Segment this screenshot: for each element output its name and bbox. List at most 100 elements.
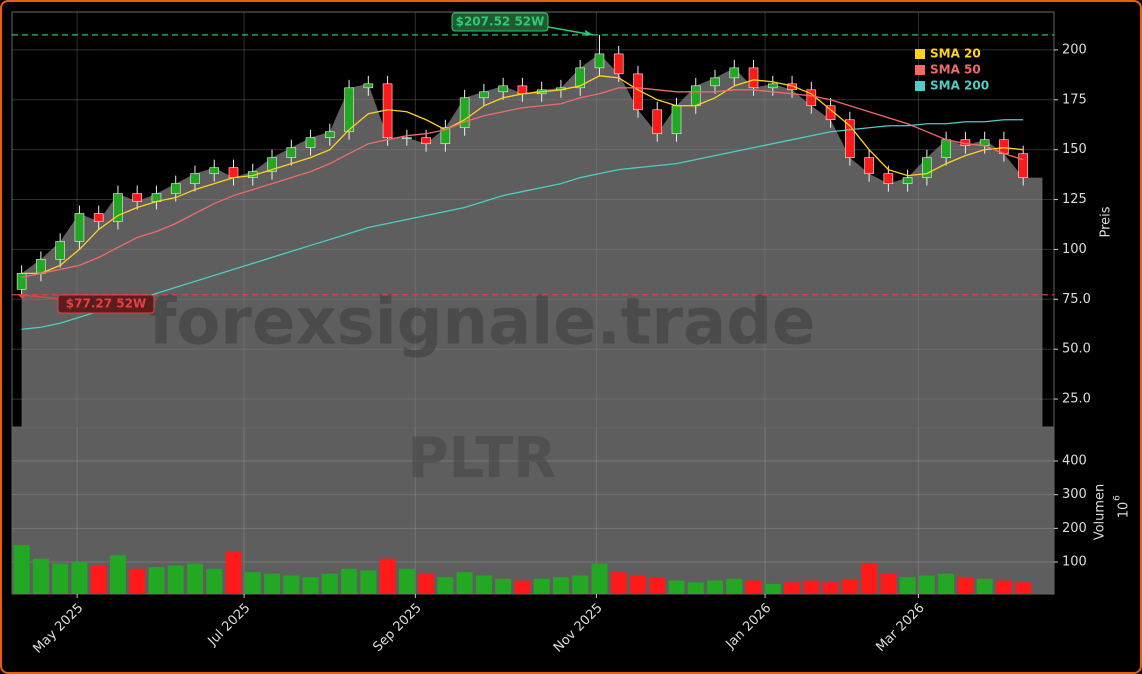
volume-bar [90, 565, 107, 594]
volume-bar [109, 555, 126, 594]
volume-bar [341, 568, 358, 594]
candle-body [767, 83, 778, 89]
candle-body [344, 87, 354, 133]
volume-bar [360, 570, 377, 594]
volume-bar [264, 573, 281, 594]
candle-body [36, 259, 46, 274]
sma-line [21, 87, 1024, 278]
candle-body [325, 131, 335, 138]
volume-bar [822, 582, 839, 594]
y-tick-label: 200 [1062, 521, 1087, 536]
candle-body [402, 137, 412, 139]
candle-body [459, 97, 470, 129]
annotation-label: $207.52 52W [456, 15, 545, 29]
volume-bar [803, 580, 820, 594]
annotation-box [451, 12, 549, 32]
y-tick-label: 100 [1062, 555, 1087, 570]
volume-bar [225, 551, 242, 594]
y-axis-label: Preis [1099, 206, 1114, 237]
candle-body [363, 83, 374, 89]
volume-bar [475, 575, 492, 594]
legend-swatch [915, 81, 925, 91]
candle-body [999, 139, 1009, 154]
volume-bar [398, 568, 415, 594]
volume-bar [167, 565, 184, 594]
candle-body [671, 105, 682, 135]
volume-bar [302, 577, 319, 594]
volume-bar [784, 582, 801, 594]
candle-body [710, 77, 720, 87]
candle-body [93, 213, 104, 222]
volume-bar [186, 563, 203, 594]
candle-body [440, 127, 451, 144]
volume-bar [32, 558, 49, 594]
candle-body [190, 173, 200, 184]
candle-body [479, 91, 489, 99]
volume-bar [591, 563, 608, 594]
y-tick-label: 100 [1062, 242, 1087, 257]
volume-bar [206, 568, 223, 594]
candle-body [845, 119, 855, 158]
volume-bar [841, 578, 858, 594]
candle-body [787, 83, 797, 91]
y-tick-label: 400 [1062, 454, 1087, 469]
y-tick-label: 200 [1062, 42, 1087, 57]
volume-bar [283, 575, 300, 594]
volume-bar [572, 575, 589, 594]
candle-body [267, 157, 277, 172]
candle-body [74, 213, 85, 242]
volume-bar [707, 580, 724, 594]
volume-bar [552, 577, 569, 594]
volume-bar [495, 578, 512, 594]
candle-body [305, 137, 316, 148]
x-tick-label: May 2025 [30, 601, 86, 657]
volume-bar [52, 563, 69, 594]
x-tick-label: Mar 2026 [873, 601, 927, 655]
volume-bar [687, 582, 704, 594]
candle-body [902, 177, 913, 184]
candle-body [864, 157, 874, 174]
annotation-label: $77.27 52W [66, 297, 146, 311]
price-area [21, 53, 1043, 427]
x-tick-label: Nov 2025 [551, 601, 606, 656]
candle-body [170, 183, 181, 194]
offset-label: 10 [1117, 502, 1132, 519]
candle-body [55, 241, 65, 260]
candle-body [594, 53, 605, 69]
volume-bar [880, 573, 897, 594]
volume-bar [976, 578, 993, 594]
volume-bar [148, 567, 165, 594]
x-tick-label: Jul 2025 [205, 601, 254, 650]
watermark: forexsignale.trade [149, 286, 816, 360]
candle-body [613, 53, 624, 75]
legend-label: SMA 200 [930, 79, 989, 93]
candle-body [883, 173, 894, 184]
sma-line [21, 119, 1024, 330]
candle-body [729, 67, 740, 79]
candle-body [652, 109, 663, 135]
legend-swatch [915, 49, 925, 59]
volume-bar [957, 577, 974, 594]
candle-body [517, 85, 528, 95]
candle-body [748, 67, 759, 89]
volume-bar [629, 575, 646, 594]
volume-bar [610, 572, 627, 594]
volume-bar [533, 578, 550, 594]
y-tick-label: 150 [1062, 142, 1087, 157]
volume-bar [861, 563, 878, 594]
candle-body [132, 193, 142, 202]
volume-bar [745, 580, 762, 594]
watermark: PLTR [408, 426, 557, 491]
legend-swatch [915, 65, 925, 75]
volume-bar [668, 580, 685, 594]
volume-bar [726, 578, 743, 594]
annotation-arrow [17, 294, 63, 300]
volume-bar [764, 583, 781, 594]
candle-body [941, 139, 951, 158]
sma-line [21, 75, 1024, 275]
candle-body [575, 67, 585, 89]
volume-bar [129, 568, 146, 594]
legend-label: SMA 20 [930, 47, 981, 61]
x-tick-label: Sep 2025 [370, 601, 424, 655]
volume-bar [379, 558, 396, 594]
